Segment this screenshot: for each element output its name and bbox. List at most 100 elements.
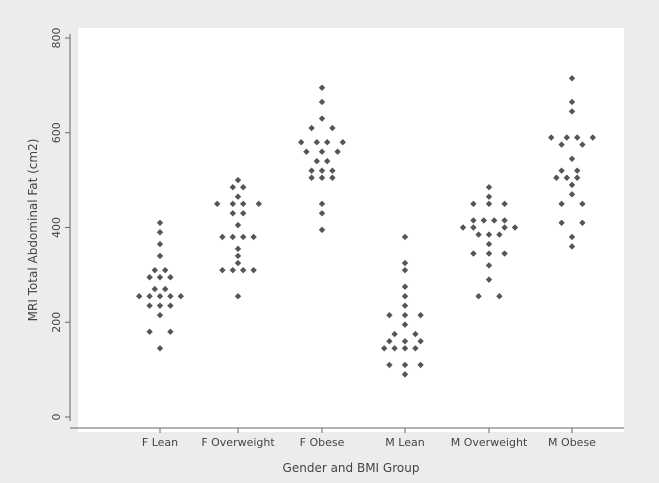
- data-point: [568, 75, 576, 82]
- x-tick-label: M Overweight: [451, 436, 528, 449]
- data-point: [156, 274, 164, 281]
- data-point: [167, 274, 174, 281]
- data-point: [401, 311, 409, 319]
- data-point: [485, 200, 493, 208]
- data-point: [234, 245, 242, 253]
- data-point: [475, 231, 482, 238]
- data-point: [156, 252, 164, 260]
- data-point: [401, 266, 409, 274]
- data-point: [574, 174, 581, 181]
- data-point: [491, 217, 498, 224]
- data-point: [162, 285, 169, 293]
- data-point: [401, 302, 409, 309]
- data-point: [308, 167, 315, 174]
- data-point: [401, 371, 409, 378]
- data-point: [318, 167, 326, 174]
- data-point: [151, 266, 158, 274]
- data-point: [240, 184, 247, 191]
- data-point: [501, 250, 508, 257]
- data-point: [574, 167, 581, 174]
- data-point: [501, 217, 508, 224]
- data-point: [391, 330, 398, 338]
- data-point: [391, 345, 398, 352]
- data-point: [234, 252, 242, 260]
- data-point: [162, 266, 169, 274]
- data-point: [324, 139, 331, 146]
- data-point: [308, 124, 315, 132]
- data-point: [568, 181, 576, 189]
- data-point: [475, 292, 482, 300]
- data-point: [229, 266, 236, 274]
- x-tick-label: M Obese: [548, 436, 596, 449]
- data-point: [234, 221, 242, 229]
- data-point: [240, 210, 247, 217]
- data-point: [318, 200, 326, 208]
- data-point: [298, 139, 305, 146]
- x-axis: F Lean F Overweight F Obese M Lean M Overwei…: [70, 427, 624, 449]
- data-point: [459, 224, 467, 231]
- x-tick-label: F Obese: [300, 436, 345, 449]
- data-point: [417, 311, 424, 319]
- data-point: [480, 217, 487, 224]
- x-axis-title: Gender and BMI Group: [283, 461, 420, 475]
- data-point: [496, 231, 503, 238]
- data-point: [501, 200, 508, 208]
- data-point: [156, 311, 164, 319]
- y-tick-label: 200: [50, 312, 63, 333]
- data-point: [470, 217, 477, 224]
- data-point: [156, 219, 164, 226]
- data-point: [485, 184, 493, 191]
- data-point: [229, 200, 236, 208]
- data-point: [339, 139, 346, 146]
- data-point: [318, 174, 326, 181]
- x-tick-label: F Lean: [142, 436, 178, 449]
- y-tick-label: 600: [50, 122, 63, 143]
- data-point: [250, 266, 257, 274]
- data-point: [250, 233, 257, 241]
- data-point: [234, 193, 242, 200]
- data-point: [470, 200, 477, 208]
- data-point: [240, 266, 247, 274]
- data-point: [146, 328, 153, 335]
- data-point: [568, 98, 576, 106]
- data-point: [156, 240, 164, 248]
- data-point: [574, 134, 581, 141]
- data-point: [219, 233, 226, 241]
- data-point: [563, 134, 570, 141]
- data-point: [303, 148, 310, 155]
- data-point: [177, 292, 184, 300]
- data-point: [240, 233, 247, 241]
- data-point: [485, 262, 493, 269]
- data-point: [568, 108, 576, 115]
- data-point: [485, 193, 493, 200]
- data-point: [229, 210, 236, 217]
- y-tick-label: 0: [50, 414, 63, 421]
- data-point: [308, 174, 315, 181]
- data-point: [401, 283, 409, 290]
- data-point: [589, 134, 596, 141]
- data-point: [386, 338, 393, 345]
- y-tick-label: 400: [50, 217, 63, 238]
- data-point: [496, 292, 503, 300]
- data-point: [401, 361, 409, 369]
- data-point: [553, 174, 560, 181]
- data-point: [156, 345, 164, 352]
- data-point: [318, 226, 326, 234]
- data-point: [568, 233, 576, 241]
- data-point: [214, 200, 221, 208]
- data-point: [485, 240, 493, 248]
- data-point: [568, 155, 576, 163]
- data-point: [568, 191, 576, 198]
- data-point: [146, 274, 153, 281]
- data-point: [417, 338, 424, 345]
- data-point: [485, 231, 493, 238]
- data-point: [313, 157, 320, 165]
- data-point: [313, 139, 320, 146]
- data-point: [381, 345, 388, 352]
- x-tick-label: M Lean: [385, 436, 424, 449]
- data-point: [558, 167, 565, 174]
- data-point: [151, 285, 158, 293]
- data-point: [318, 148, 326, 155]
- data-point: [485, 276, 493, 283]
